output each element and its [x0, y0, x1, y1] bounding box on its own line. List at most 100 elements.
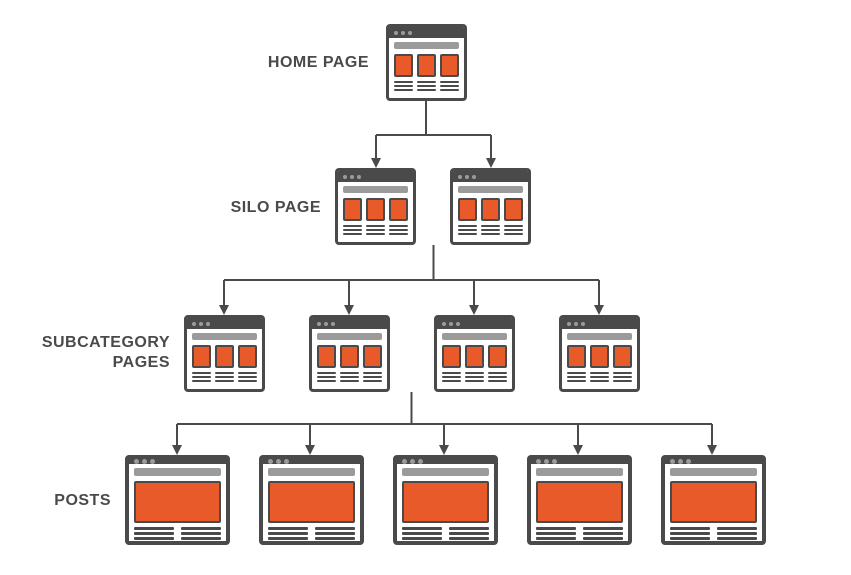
text-line-icon	[340, 372, 359, 374]
text-line-icon	[536, 532, 576, 535]
text-lines	[343, 225, 408, 235]
content-tile	[192, 345, 211, 368]
content-tile	[465, 345, 484, 368]
text-line-icon	[449, 532, 489, 535]
content-tile	[440, 54, 459, 77]
page-body	[389, 38, 464, 98]
text-line-icon	[192, 376, 211, 378]
window-dot-icon	[357, 175, 361, 179]
tiles-row	[567, 345, 632, 368]
text-column	[465, 372, 484, 382]
text-column	[449, 527, 489, 540]
text-column	[536, 527, 576, 540]
text-line-icon	[394, 89, 413, 91]
content-tile	[670, 481, 757, 523]
text-column	[481, 225, 500, 235]
text-line-icon	[440, 81, 459, 83]
text-line-icon	[440, 85, 459, 87]
page-icon	[393, 455, 498, 545]
content-tile	[343, 198, 362, 221]
text-column	[394, 81, 413, 91]
content-tile	[340, 345, 359, 368]
diagram-stage: HOME PAGE SILO PAGE SUBCATEGORY PAGES PO…	[0, 0, 851, 575]
window-dot-icon	[581, 322, 585, 326]
text-column	[389, 225, 408, 235]
text-column	[440, 81, 459, 91]
label-posts: POSTS	[54, 491, 111, 511]
text-column	[315, 527, 355, 540]
row-home	[369, 24, 484, 101]
page-icon	[259, 455, 364, 545]
content-tile	[590, 345, 609, 368]
text-line-icon	[458, 233, 477, 235]
text-column	[134, 527, 174, 540]
page-body	[453, 182, 528, 242]
text-line-icon	[394, 85, 413, 87]
tiles-row	[458, 198, 523, 221]
text-lines	[567, 372, 632, 382]
window-dot-icon	[458, 175, 462, 179]
page-body	[437, 329, 512, 389]
text-lines	[134, 527, 221, 540]
text-line-icon	[613, 372, 632, 374]
page-icon	[184, 315, 265, 392]
text-line-icon	[317, 372, 336, 374]
text-line-icon	[363, 372, 382, 374]
content-tile	[417, 54, 436, 77]
text-line-icon	[504, 229, 523, 231]
text-line-icon	[238, 376, 257, 378]
text-line-icon	[238, 380, 257, 382]
navbar-icon	[134, 468, 221, 476]
text-line-icon	[536, 527, 576, 530]
titlebar	[187, 318, 262, 329]
text-line-icon	[215, 372, 234, 374]
text-line-icon	[670, 532, 710, 535]
row-silo	[318, 168, 548, 245]
content-tile	[481, 198, 500, 221]
page-body	[562, 329, 637, 389]
page-body	[531, 464, 628, 543]
text-line-icon	[590, 376, 609, 378]
content-tile	[389, 198, 408, 221]
navbar-icon	[442, 333, 507, 340]
window-dot-icon	[317, 322, 321, 326]
text-lines	[317, 372, 382, 382]
text-line-icon	[488, 380, 507, 382]
text-line-icon	[567, 380, 586, 382]
text-line-icon	[215, 380, 234, 382]
text-line-icon	[192, 372, 211, 374]
text-column	[402, 527, 442, 540]
text-line-icon	[481, 225, 500, 227]
text-line-icon	[268, 537, 308, 540]
text-line-icon	[465, 376, 484, 378]
node	[244, 455, 378, 545]
text-line-icon	[317, 376, 336, 378]
navbar-icon	[536, 468, 623, 476]
row-subcat	[162, 315, 662, 392]
text-line-icon	[583, 537, 623, 540]
text-line-icon	[192, 380, 211, 382]
text-column	[317, 372, 336, 382]
window-dot-icon	[574, 322, 578, 326]
content-tile	[394, 54, 413, 77]
content-tile	[442, 345, 461, 368]
node	[412, 315, 537, 392]
window-dot-icon	[465, 175, 469, 179]
text-line-icon	[215, 376, 234, 378]
navbar-icon	[343, 186, 408, 193]
text-line-icon	[583, 527, 623, 530]
content-tile	[134, 481, 221, 523]
window-dot-icon	[199, 322, 203, 326]
navbar-icon	[458, 186, 523, 193]
page-body	[338, 182, 413, 242]
content-tile	[402, 481, 489, 523]
text-line-icon	[488, 372, 507, 374]
tiles-row	[317, 345, 382, 368]
text-line-icon	[504, 233, 523, 235]
tiles-row	[192, 345, 257, 368]
text-line-icon	[458, 229, 477, 231]
page-body	[665, 464, 762, 543]
text-line-icon	[366, 225, 385, 227]
text-line-icon	[417, 85, 436, 87]
text-line-icon	[717, 527, 757, 530]
